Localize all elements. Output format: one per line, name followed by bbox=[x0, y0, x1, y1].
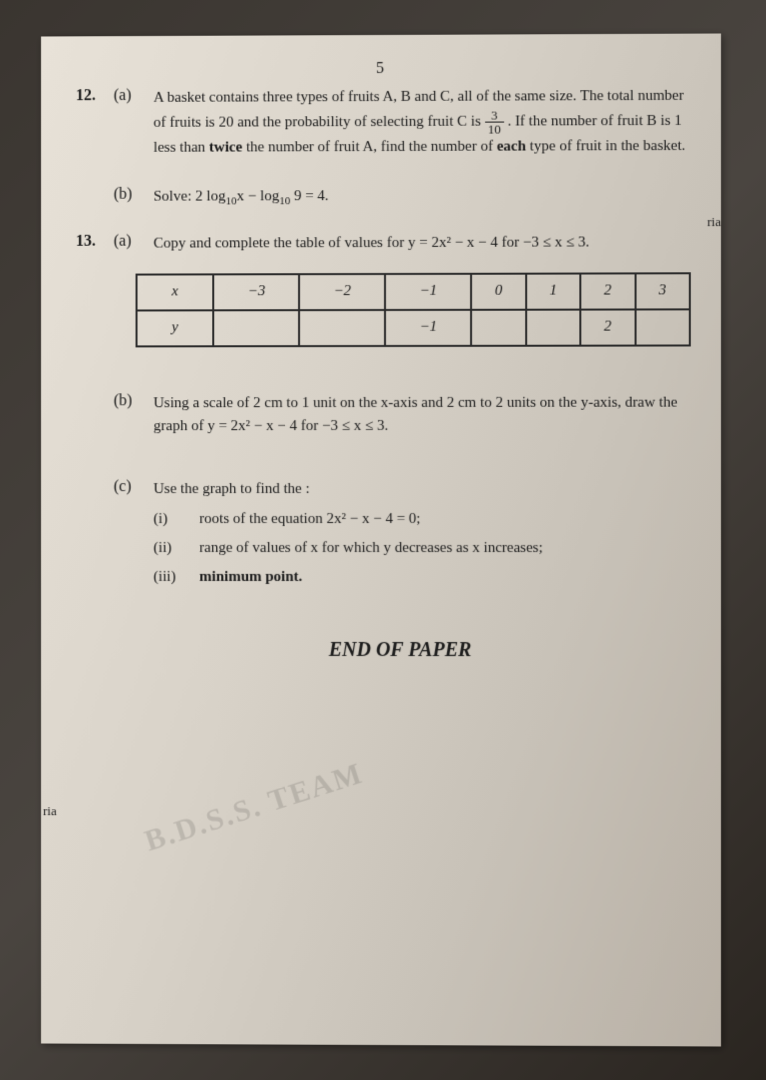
question-12b: (b) Solve: 2 log10x − log10 9 = 4. bbox=[76, 184, 686, 211]
spacer bbox=[76, 185, 114, 210]
watermark-text: B.D.S.S. TEAM bbox=[141, 757, 368, 859]
cell-value: −1 bbox=[419, 319, 437, 335]
denominator: 10 bbox=[485, 123, 504, 136]
part-label: (a) bbox=[114, 87, 154, 160]
question-13a: 13. (a) Copy and complete the table of v… bbox=[76, 231, 686, 256]
part-label: (a) bbox=[114, 232, 154, 255]
part-label: (b) bbox=[114, 392, 154, 438]
sub-label: (ii) bbox=[153, 537, 199, 560]
subscript: 10 bbox=[226, 195, 237, 207]
cell-value: 0 bbox=[495, 283, 503, 299]
question-text: Using a scale of 2 cm to 1 unit on the x… bbox=[153, 391, 685, 438]
sub-text: roots of the equation 2x² − x − 4 = 0; bbox=[199, 507, 686, 530]
end-of-paper: END OF PAPER bbox=[116, 639, 686, 663]
table-row: x −3 −2 −1 0 1 2 3 bbox=[137, 273, 690, 310]
cell-y: y bbox=[172, 320, 179, 336]
question-text: Solve: 2 log10x − log10 9 = 4. bbox=[153, 184, 685, 211]
cell-value: −1 bbox=[419, 283, 437, 299]
bold-word: each bbox=[497, 139, 526, 155]
question-number: 12. bbox=[76, 87, 114, 160]
question-13b: (b) Using a scale of 2 cm to 1 unit on t… bbox=[76, 391, 686, 438]
text-fragment: 9 = 4. bbox=[290, 188, 328, 204]
question-number: 13. bbox=[76, 232, 114, 255]
question-12a: 12. (a) A basket contains three types of… bbox=[76, 85, 686, 161]
cell-value: 2 bbox=[604, 319, 612, 335]
intro-text: Use the graph to find the : bbox=[153, 478, 685, 501]
sub-item-ii: (ii) range of values of x for which y de… bbox=[153, 537, 685, 560]
cell-value: −2 bbox=[334, 283, 352, 299]
text-fragment: type of fruit in the basket. bbox=[530, 138, 686, 155]
text-fragment: minimum bbox=[199, 569, 261, 585]
margin-text-left: ria bbox=[43, 803, 57, 819]
numerator: 3 bbox=[485, 109, 504, 123]
part-label: (b) bbox=[114, 185, 154, 210]
question-text: Use the graph to find the : (i) roots of… bbox=[153, 478, 685, 589]
sub-label: (i) bbox=[153, 508, 199, 531]
sub-text: range of values of x for which y decreas… bbox=[199, 537, 686, 560]
sub-label: (iii) bbox=[153, 566, 199, 589]
question-text: A basket contains three types of fruits … bbox=[153, 85, 685, 160]
cell-x: x bbox=[172, 284, 179, 300]
cell-value: 1 bbox=[549, 283, 557, 299]
text-fragment: point. bbox=[262, 569, 303, 585]
text-fragment: Solve: 2 log bbox=[153, 188, 225, 204]
part-label: (c) bbox=[114, 478, 154, 589]
text-fragment: x − log bbox=[237, 188, 280, 204]
subscript: 10 bbox=[279, 195, 290, 207]
question-text: Copy and complete the table of values fo… bbox=[153, 231, 685, 256]
cell-value: 2 bbox=[604, 283, 612, 299]
fraction: 3 10 bbox=[485, 109, 504, 136]
value-table: x −3 −2 −1 0 1 2 3 y −1 2 bbox=[136, 272, 691, 347]
margin-text-right: ria bbox=[707, 214, 721, 230]
spacer bbox=[76, 478, 114, 589]
cell-value: −3 bbox=[248, 284, 266, 300]
sub-item-iii: (iii) minimum point. bbox=[153, 566, 685, 589]
question-13c: (c) Use the graph to find the : (i) root… bbox=[76, 478, 686, 589]
text-fragment: the number of fruit A, find the number o… bbox=[246, 139, 497, 156]
paper-document: 5 12. (a) A basket contains three types … bbox=[41, 33, 721, 1046]
page-number: 5 bbox=[76, 59, 686, 80]
cell-value: 3 bbox=[659, 283, 667, 299]
bold-word: twice bbox=[209, 140, 242, 156]
spacer bbox=[76, 392, 114, 438]
sub-item-i: (i) roots of the equation 2x² − x − 4 = … bbox=[153, 507, 685, 530]
sub-text: minimum point. bbox=[199, 566, 686, 589]
table-row: y −1 2 bbox=[137, 309, 690, 346]
